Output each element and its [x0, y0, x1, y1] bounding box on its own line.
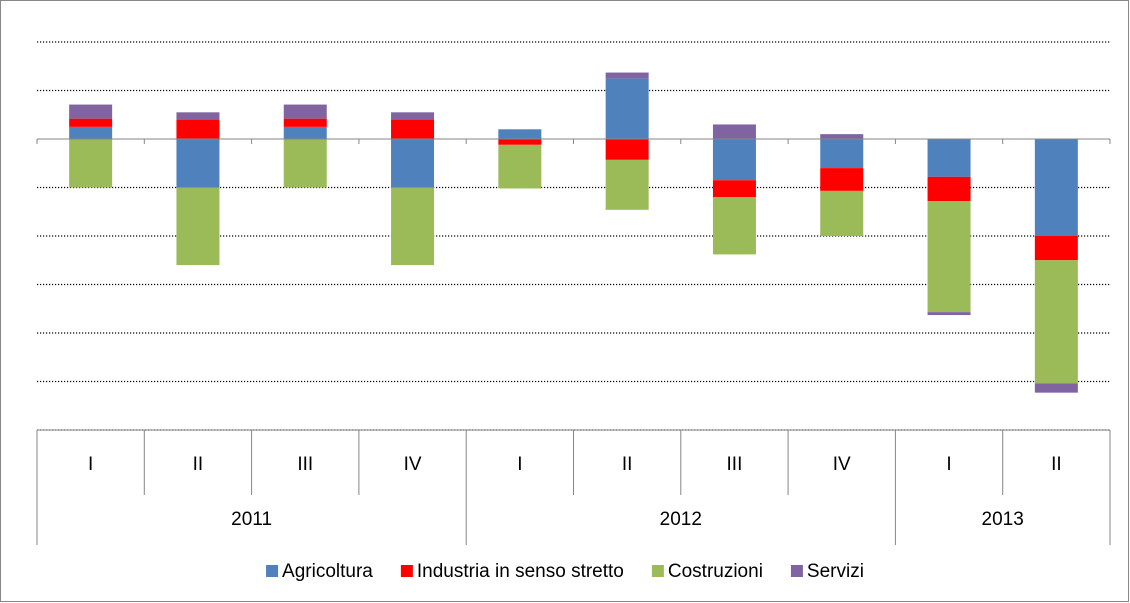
- bar-segment: [605, 72, 649, 79]
- bar-segment: [927, 312, 971, 316]
- bar-segment: [69, 104, 113, 119]
- bar-segment: [176, 187, 220, 266]
- legend-label: Industria in senso stretto: [417, 561, 624, 582]
- bar-segment: [69, 126, 113, 139]
- bar-segment: [176, 139, 220, 188]
- bar-segment: [498, 139, 542, 145]
- x-tick-label: I: [517, 454, 522, 475]
- x-tick-label: I: [88, 454, 93, 475]
- bar-segment: [605, 159, 649, 210]
- group-label: 2013: [982, 509, 1024, 530]
- bar-segment: [820, 168, 864, 191]
- x-tick-label: II: [193, 454, 204, 475]
- bar-segment: [605, 139, 649, 160]
- legend-label: Agricoltura: [282, 561, 373, 582]
- group-label: 2011: [231, 509, 272, 530]
- bar-segment: [176, 119, 220, 139]
- bar-segment: [176, 112, 220, 120]
- bar-segment: [820, 134, 864, 139]
- group-label: 2012: [660, 509, 702, 530]
- bar-segment: [712, 197, 756, 255]
- x-tick-label: I: [946, 454, 951, 475]
- bar-segment: [498, 144, 542, 189]
- bar-segment: [927, 139, 971, 177]
- legend-label: Servizi: [807, 561, 864, 582]
- x-tick-label: II: [1051, 454, 1062, 475]
- bar-segment: [927, 201, 971, 313]
- x-tick-label: IV: [833, 454, 851, 475]
- legend-swatch: [790, 565, 803, 577]
- legend-swatch: [266, 565, 279, 577]
- x-tick-label: III: [297, 454, 313, 475]
- bar-segment: [1034, 383, 1078, 393]
- bar-segment: [712, 180, 756, 198]
- bar-segment: [283, 118, 327, 127]
- x-tick-label: II: [622, 454, 633, 475]
- bar-segment: [1034, 260, 1078, 384]
- bar-segment: [69, 118, 113, 127]
- bar-segment: [712, 139, 756, 181]
- x-tick-label: IV: [404, 454, 422, 475]
- bar-segment: [283, 139, 327, 188]
- legend-swatch: [651, 565, 664, 577]
- legend-swatch: [400, 565, 413, 577]
- bar-segment: [391, 112, 435, 120]
- bar-segment: [927, 176, 971, 202]
- bar-segment: [391, 139, 435, 188]
- bar-segment: [283, 126, 327, 139]
- legend-label: Costruzioni: [668, 561, 763, 582]
- bar-segment: [820, 139, 864, 169]
- bar-segment: [69, 139, 113, 188]
- bar-segment: [820, 190, 864, 236]
- bar-segment: [391, 187, 435, 266]
- bar-segment: [1034, 236, 1078, 261]
- bar-segment: [391, 119, 435, 139]
- bar-segment: [283, 104, 327, 119]
- bar-segment: [1034, 139, 1078, 236]
- bar-segment: [712, 124, 756, 139]
- bar-segment: [498, 129, 542, 139]
- x-tick-label: III: [727, 454, 743, 475]
- bar-segment: [605, 78, 649, 139]
